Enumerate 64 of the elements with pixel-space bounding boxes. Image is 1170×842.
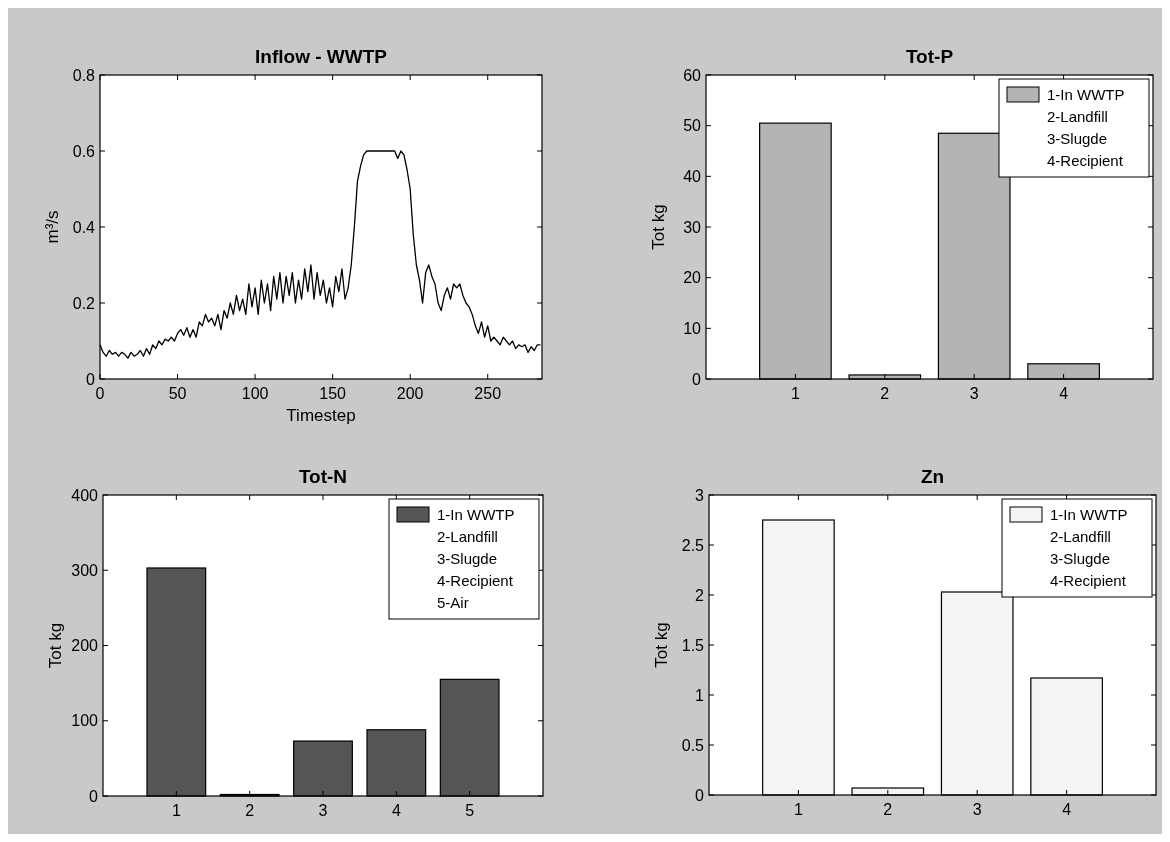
chart-title: Zn [920, 466, 945, 487]
x-tick-label: 2 [880, 385, 890, 402]
y-tick-label: 0.5 [681, 736, 705, 754]
y-tick-label: 0.2 [72, 294, 96, 312]
y-tick-label: 3 [695, 486, 705, 504]
y-axis-title: Tot kg [46, 622, 65, 669]
x-tick-label: 4 [391, 802, 401, 819]
y-tick-label: 300 [71, 561, 99, 579]
x-tick-label: 3 [318, 802, 328, 819]
y-tick-label: 1.5 [681, 636, 705, 654]
annotation: 2-Landfill [1050, 528, 1111, 546]
x-tick-label: 1 [171, 802, 181, 819]
annotation: 4-Recipient [1047, 152, 1124, 170]
x-tick-label: 100 [241, 385, 269, 402]
y-tick-label: 400 [71, 486, 99, 504]
chart-title: Tot-P [905, 46, 954, 67]
y-tick-label: 2.5 [681, 536, 705, 554]
annotation: 3-Slugde [1047, 130, 1108, 148]
annotation: 3-Slugde [437, 550, 498, 568]
x-tick-label: 50 [168, 385, 187, 402]
y-tick-label: 0.8 [72, 66, 96, 84]
x-tick-label: 4 [1062, 801, 1072, 818]
x-tick-label: 150 [319, 385, 347, 402]
y-tick-label: 30 [683, 218, 702, 236]
legend-label: 1-In WWTP [1047, 86, 1125, 104]
legend-label: 1-In WWTP [1050, 506, 1128, 524]
chart-title: Tot-N [298, 466, 348, 487]
annotation: 2-Landfill [437, 528, 498, 546]
x-tick-label: 5 [465, 802, 475, 819]
annotation: 4-Recipient [437, 572, 514, 590]
y-tick-label: 60 [683, 66, 702, 84]
y-axis-title: Tot kg [652, 622, 671, 668]
y-tick-label: 1 [695, 686, 705, 704]
y-tick-label: 200 [71, 637, 99, 655]
y-tick-label: 0.4 [72, 218, 96, 236]
y-tick-label: 0.6 [72, 142, 96, 160]
y-tick-label: 40 [683, 167, 702, 185]
x-tick-label: 2 [245, 802, 255, 819]
x-tick-label: 3 [972, 801, 982, 818]
x-axis-title: Timestep [286, 406, 356, 425]
x-tick-label: 200 [396, 385, 424, 402]
legend-label: 1-In WWTP [437, 506, 515, 524]
x-tick-label: 3 [969, 385, 979, 402]
x-tick-label: 4 [1059, 385, 1069, 402]
x-tick-label: 250 [474, 385, 502, 402]
y-tick-label: 0 [86, 370, 96, 388]
annotation: 4-Recipient [1050, 572, 1127, 590]
x-tick-label: 1 [790, 385, 800, 402]
annotation: 2-Landfill [1047, 108, 1108, 126]
y-tick-label: 0 [89, 787, 99, 805]
y-axis-title: Tot kg [649, 204, 668, 250]
y-tick-label: 0 [692, 370, 702, 388]
y-tick-label: 100 [71, 712, 99, 730]
y-axis-title: m³/s [43, 210, 62, 244]
y-tick-label: 10 [683, 319, 702, 337]
y-tick-label: 0 [695, 786, 705, 804]
x-tick-label: 1 [793, 801, 803, 818]
annotation: 3-Slugde [1050, 550, 1111, 568]
x-tick-label: 2 [883, 801, 893, 818]
y-tick-label: 2 [695, 586, 705, 604]
y-tick-label: 20 [683, 269, 702, 287]
y-tick-label: 50 [683, 117, 702, 135]
chart-title: Inflow - WWTP [255, 46, 388, 67]
annotation: 5-Air [437, 594, 469, 612]
